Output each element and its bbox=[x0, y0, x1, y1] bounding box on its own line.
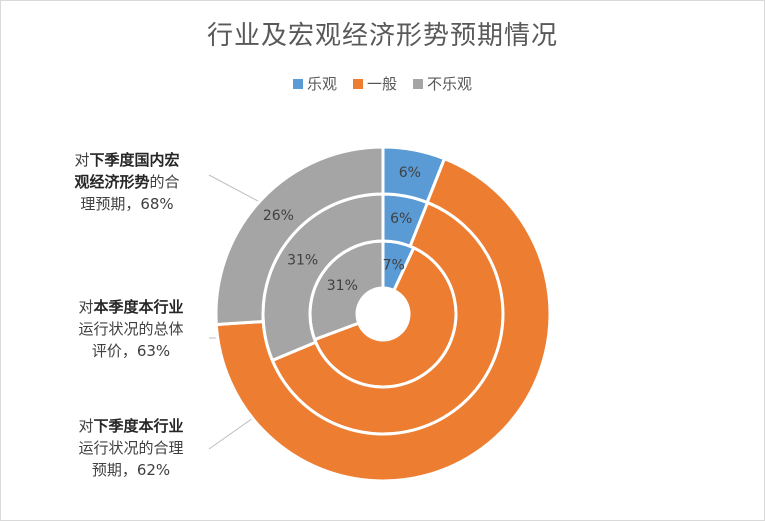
legend-label-optimistic: 乐观 bbox=[306, 75, 337, 93]
callout-inner-text: 评价，63% bbox=[91, 342, 171, 360]
chart-legend: 乐观 一般 不乐观 bbox=[1, 73, 764, 94]
legend-item-optimistic: 乐观 bbox=[292, 73, 337, 94]
label-middle-optimistic: 6% bbox=[390, 211, 412, 227]
callout-inner-ring: 对本季度本行业运行状况的总体 评价，63% bbox=[51, 296, 211, 362]
callout-inner-line: 评价，63% bbox=[51, 340, 211, 362]
segment-outer-average bbox=[214, 156, 552, 483]
label-middle-pessimistic: 31% bbox=[287, 253, 318, 269]
callout-outer-ring: 对下季度国内宏 观经济形势的合 理预期，68% bbox=[47, 149, 207, 215]
callout-inner-text: 运行状况的总体 bbox=[78, 320, 184, 338]
legend-swatch-pessimistic bbox=[413, 78, 423, 89]
callout-inner-text: 本季度本行业 bbox=[93, 298, 184, 316]
callout-outer-line: 理预期，68% bbox=[47, 193, 207, 215]
callout-outer-text: 对 bbox=[74, 151, 90, 169]
legend-label-average: 一般 bbox=[366, 75, 397, 93]
label-inner-pessimistic: 31% bbox=[327, 278, 358, 294]
callout-inner-line: 对本季度本行业 bbox=[51, 296, 211, 318]
callout-outer-text: 的合 bbox=[149, 173, 180, 191]
callout-middle-text: 预期，62% bbox=[91, 461, 171, 479]
callout-middle-text: 下季度本行业 bbox=[93, 417, 184, 435]
label-inner-optimistic: 7% bbox=[383, 258, 405, 274]
legend-swatch-average bbox=[352, 78, 363, 89]
callout-middle-text: 对 bbox=[78, 417, 94, 435]
callout-inner-text: 对 bbox=[78, 298, 94, 316]
callout-middle-ring: 对下季度本行业运行状况的合理 预期，62% bbox=[51, 415, 211, 481]
callout-middle-text: 运行状况的合理 bbox=[78, 439, 184, 457]
legend-item-pessimistic: 不乐观 bbox=[413, 73, 472, 94]
callout-middle-line: 运行状况的合理 bbox=[51, 437, 211, 459]
legend-label-pessimistic: 不乐观 bbox=[427, 75, 473, 93]
segment-labels: 7% 31% 6% 31% 6% 26% bbox=[263, 165, 421, 294]
callout-middle-line: 预期，62% bbox=[51, 459, 211, 481]
callout-middle-line: 对下季度本行业 bbox=[51, 415, 211, 437]
legend-swatch-optimistic bbox=[292, 78, 303, 89]
callout-outer-line: 观经济形势的合 bbox=[47, 171, 207, 193]
label-outer-optimistic: 6% bbox=[399, 165, 421, 181]
callout-outer-line: 对下季度国内宏 bbox=[47, 149, 207, 171]
segment-outer-pessimistic bbox=[214, 145, 385, 327]
chart-title: 行业及宏观经济形势预期情况 bbox=[206, 21, 558, 51]
callout-outer-text: 下季度国内宏 bbox=[89, 151, 180, 169]
legend-item-average: 一般 bbox=[352, 73, 397, 94]
callout-outer-text: 理预期，68% bbox=[80, 195, 174, 213]
label-outer-pessimistic: 26% bbox=[263, 208, 294, 224]
doughnut-rings bbox=[214, 145, 552, 483]
callout-inner-line: 运行状况的总体 bbox=[51, 318, 211, 340]
callout-outer-text: 观经济形势 bbox=[74, 173, 150, 191]
